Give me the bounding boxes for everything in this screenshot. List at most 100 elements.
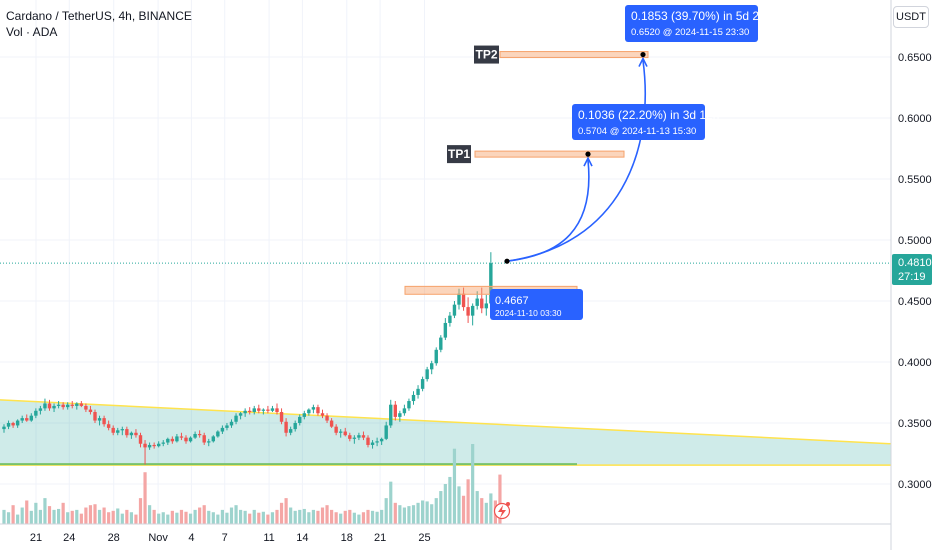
volume-bar bbox=[375, 511, 379, 524]
candle-body bbox=[238, 413, 243, 416]
candle-body bbox=[480, 298, 484, 309]
candle-body bbox=[430, 363, 434, 370]
volume-bar bbox=[320, 507, 325, 524]
volume-bar bbox=[430, 504, 434, 524]
volume-bar bbox=[129, 512, 133, 524]
price-tick-label: 0.6500 bbox=[898, 52, 932, 64]
volume-bar bbox=[325, 505, 329, 524]
candle-body bbox=[211, 436, 215, 442]
volume-bar bbox=[279, 502, 284, 524]
volume-bar bbox=[475, 491, 479, 524]
volume-bar bbox=[275, 509, 279, 524]
candle-body bbox=[425, 369, 429, 380]
candle-body bbox=[84, 405, 88, 410]
candle-body bbox=[361, 435, 366, 438]
candle-body bbox=[2, 426, 6, 430]
candle-body bbox=[393, 404, 397, 417]
candle-body bbox=[452, 304, 457, 316]
candle-body bbox=[302, 413, 306, 417]
volume-bar bbox=[393, 502, 397, 524]
candle-body bbox=[407, 401, 411, 409]
volume-bar bbox=[270, 512, 275, 524]
candle-body bbox=[116, 430, 120, 433]
candle-body bbox=[97, 418, 102, 421]
candle-body bbox=[15, 420, 20, 426]
price-tick-label: 0.4000 bbox=[898, 357, 932, 369]
volume-bar bbox=[416, 502, 420, 524]
projection-arrow-tp1 bbox=[506, 160, 590, 262]
candle-body bbox=[157, 443, 161, 447]
candle-body bbox=[6, 423, 11, 427]
candle-body bbox=[66, 404, 70, 408]
candle-body bbox=[448, 315, 452, 323]
volume-bar bbox=[248, 513, 252, 524]
candle-body bbox=[34, 410, 38, 416]
volume-bar bbox=[188, 513, 193, 524]
volume-bar bbox=[384, 498, 388, 524]
candle-body bbox=[120, 429, 124, 431]
candle-body bbox=[243, 410, 247, 414]
volume-bar bbox=[298, 509, 302, 524]
volume-bar bbox=[211, 512, 215, 524]
price-tick-label: 0.3000 bbox=[898, 479, 932, 491]
candle-body bbox=[348, 435, 352, 439]
volume-bar bbox=[84, 507, 88, 524]
currency-button[interactable]: USDT bbox=[893, 6, 929, 28]
candle-body bbox=[170, 438, 175, 442]
volume-bar bbox=[97, 509, 102, 524]
time-tick-label: 28 bbox=[108, 532, 120, 544]
price-badge-countdown: 27:19 bbox=[898, 271, 926, 283]
volume-bar bbox=[38, 509, 42, 524]
candle-body bbox=[411, 394, 416, 402]
candle-body bbox=[52, 405, 56, 409]
volume-bar bbox=[489, 493, 493, 524]
candle-body bbox=[207, 441, 211, 443]
callout-box bbox=[625, 5, 758, 42]
volume-bar bbox=[407, 506, 411, 524]
volume-bar bbox=[125, 509, 129, 524]
candle-body bbox=[339, 431, 343, 433]
target-label-bg bbox=[447, 145, 471, 164]
time-tick-label: 11 bbox=[263, 532, 274, 544]
volume-bar bbox=[339, 513, 343, 524]
candle-body bbox=[43, 403, 47, 409]
volume-bar bbox=[52, 509, 56, 524]
volume-bar bbox=[334, 512, 338, 524]
volume-bar bbox=[166, 514, 170, 524]
candle-body bbox=[416, 388, 420, 395]
volume-bar bbox=[134, 514, 138, 524]
volume-bar bbox=[25, 500, 29, 524]
candle-body bbox=[293, 423, 297, 430]
candle-body bbox=[152, 444, 156, 447]
volume-bar bbox=[357, 514, 361, 524]
volume-bar bbox=[330, 509, 334, 524]
volume-bar bbox=[6, 512, 11, 524]
candle-body bbox=[334, 426, 338, 433]
volume-bar bbox=[184, 511, 188, 524]
candle-body bbox=[352, 437, 357, 439]
candle-body bbox=[270, 408, 275, 411]
volume-bar bbox=[198, 507, 202, 524]
lightning-dot bbox=[506, 502, 510, 506]
time-tick-label: 24 bbox=[63, 532, 75, 544]
candle-body bbox=[220, 427, 225, 432]
candle-body bbox=[138, 435, 143, 444]
callout-change: 0.1036 (22.20%) in 3d 12h bbox=[578, 108, 719, 122]
volume-bar bbox=[138, 498, 143, 524]
candle-body bbox=[325, 415, 329, 421]
candle-body bbox=[261, 409, 266, 411]
candle-body bbox=[384, 425, 388, 439]
volume-bars bbox=[2, 444, 502, 524]
target-zone-tp1 bbox=[474, 150, 625, 158]
candle-body bbox=[147, 444, 152, 448]
volume-bar bbox=[284, 498, 288, 524]
candle-body bbox=[93, 412, 97, 421]
volume-bar bbox=[316, 510, 320, 524]
candle-body bbox=[279, 412, 284, 422]
lightning-icon[interactable] bbox=[493, 502, 511, 520]
candle-body bbox=[252, 408, 256, 413]
volume-bar bbox=[57, 508, 61, 524]
volume-bar bbox=[366, 509, 370, 524]
volume-bar bbox=[343, 510, 347, 524]
